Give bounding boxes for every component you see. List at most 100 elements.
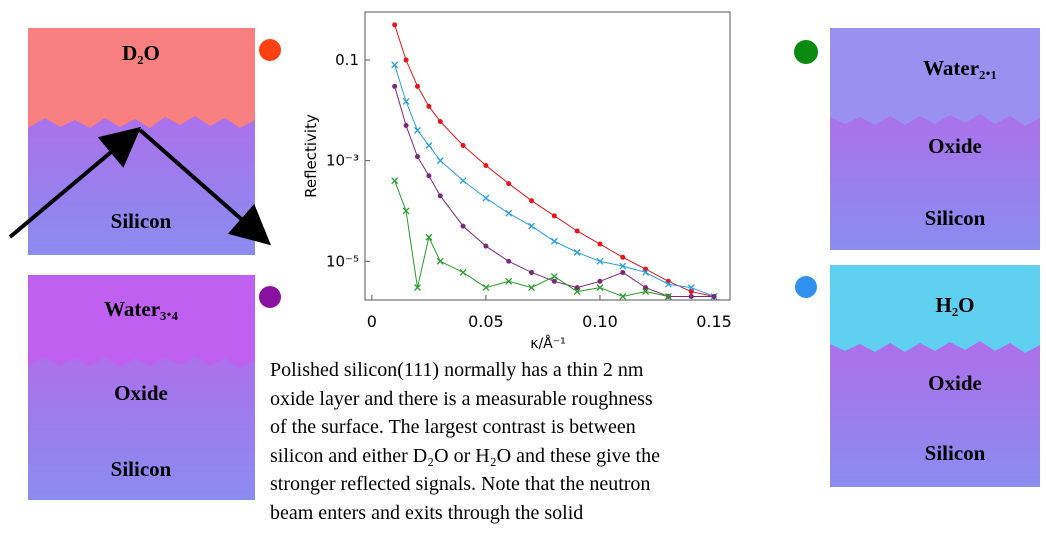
point: [596, 284, 604, 292]
point: [550, 272, 558, 280]
x-tick-label: 0.15: [696, 312, 732, 331]
point: [437, 193, 443, 199]
x-axis-label: κ/Å⁻¹: [530, 335, 566, 352]
point: [436, 257, 444, 265]
point: [597, 241, 603, 247]
point: [551, 278, 557, 284]
point: [529, 269, 535, 275]
point: [688, 289, 694, 295]
layer-label: H₂O: [936, 293, 975, 317]
point: [596, 257, 604, 265]
point: [620, 269, 626, 275]
point: [664, 292, 672, 300]
point: [414, 284, 421, 292]
legend-dot: [795, 276, 817, 298]
layer-label: Silicon: [111, 209, 172, 233]
point: [664, 280, 672, 288]
layer-label: D₂O: [122, 41, 160, 65]
x-tick-label: 0.10: [582, 312, 618, 331]
point: [711, 293, 717, 299]
legend-dot: [259, 39, 281, 61]
point: [688, 293, 694, 299]
point: [551, 213, 557, 219]
y-tick-label: 10⁻³: [326, 152, 359, 170]
point: [550, 237, 558, 245]
point: [528, 284, 535, 292]
point: [426, 173, 432, 179]
point: [483, 163, 489, 169]
point: [459, 268, 467, 276]
layer-label: Oxide: [928, 371, 982, 395]
d2o-layer: [28, 28, 255, 128]
legend-dot: [794, 40, 818, 64]
caption-line: silicon and either D₂O or H₂O and these …: [270, 444, 660, 467]
point: [620, 254, 626, 260]
point: [642, 288, 650, 296]
point: [414, 154, 420, 160]
point: [392, 83, 398, 89]
point: [506, 258, 512, 264]
point: [403, 57, 409, 63]
point: [414, 126, 421, 134]
point: [403, 122, 409, 128]
point: [619, 292, 627, 300]
caption-line: stronger reflected signals. Note that th…: [270, 473, 651, 495]
point: [597, 278, 603, 284]
water-layer: [830, 28, 1040, 126]
y-tick-label: 0.1: [335, 51, 359, 69]
caption-line: beam enters and exits through the solid: [270, 501, 584, 524]
layer-label: Water₃.₄: [104, 297, 179, 321]
caption-line: of the surface. The largest contrast is …: [270, 416, 636, 438]
point: [437, 118, 443, 124]
point: [425, 142, 433, 149]
layer-label: Oxide: [114, 381, 168, 405]
caption: Polished silicon(111) normally has a thi…: [270, 356, 660, 527]
point: [505, 209, 513, 217]
point: [574, 228, 580, 234]
water-layer: [28, 275, 255, 368]
point: [402, 98, 410, 105]
point: [573, 288, 581, 296]
point: [573, 248, 581, 256]
caption-line: oxide layer and there is a measurable ro…: [270, 387, 653, 410]
point: [506, 181, 512, 187]
point: [574, 285, 580, 291]
point: [528, 222, 535, 230]
y-axis-label: Reflectivity: [302, 114, 320, 198]
point: [505, 277, 513, 285]
point: [460, 142, 466, 148]
point: [687, 284, 695, 292]
point: [436, 157, 444, 165]
layer-label: Silicon: [111, 457, 172, 481]
point: [482, 194, 490, 202]
point: [642, 268, 650, 276]
point: [619, 262, 627, 270]
caption-line: Polished silicon(111) normally has a thi…: [270, 359, 644, 381]
layer-label: Silicon: [925, 206, 986, 230]
point: [425, 233, 433, 241]
x-tick-label: 0: [367, 312, 377, 331]
point: [482, 284, 490, 292]
point: [643, 285, 649, 291]
point: [414, 83, 420, 89]
incident-beam: [8, 126, 142, 239]
legend-dot: [259, 286, 281, 308]
layer-label: Water₂.₁: [923, 56, 997, 80]
h2o-layer: [830, 265, 1040, 353]
point: [391, 61, 399, 69]
reflected-beam: [138, 128, 272, 246]
point: [391, 177, 399, 185]
y-tick-label: 10⁻⁵: [326, 252, 359, 270]
point: [460, 223, 466, 229]
point: [392, 22, 398, 28]
point: [483, 243, 489, 249]
point: [402, 207, 410, 215]
x-tick-label: 0.05: [468, 312, 504, 331]
chart: Reflectivity κ/Å⁻¹ 0 0.05 0.10 0.15 0.1 10⁻³ 1…: [302, 11, 732, 352]
layer-label: Oxide: [928, 134, 982, 158]
layer-label: Silicon: [925, 441, 986, 465]
point: [459, 177, 467, 185]
point: [426, 103, 432, 109]
